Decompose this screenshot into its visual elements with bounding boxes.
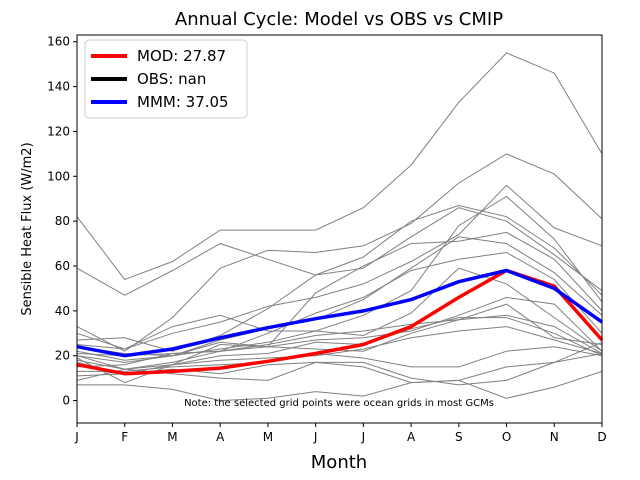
y-tick-label: 20 <box>55 349 70 363</box>
cmip-series-line-4 <box>76 184 603 350</box>
y-tick-label: 120 <box>47 124 70 138</box>
y-tick-label: 100 <box>47 169 70 183</box>
cmip-series-line-19 <box>76 326 603 370</box>
chart-title: Annual Cycle: Model vs OBS vs CMIP <box>175 9 503 30</box>
plot-frame <box>76 34 603 424</box>
cmip-series-line-13 <box>76 317 603 375</box>
legend-label-obs: OBS: nan <box>137 70 206 88</box>
y-tick-label: 0 <box>62 394 70 408</box>
x-tick-label: F <box>121 430 128 444</box>
cmip-series-line-6 <box>76 195 603 350</box>
legend-box <box>84 39 248 119</box>
y-tick-label: 60 <box>55 259 70 273</box>
chart-note: Note: the selected grid points were ocea… <box>184 398 494 409</box>
x-tick-label: S <box>455 430 463 444</box>
cmip-series-line-18 <box>77 370 603 402</box>
x-tick-label: O <box>502 430 511 444</box>
cmip-series-line-3 <box>76 153 603 352</box>
x-tick-label: N <box>550 430 559 444</box>
legend: MOD: 27.87 OBS: nan MMM: 37.05 <box>84 39 248 119</box>
x-tick-label: M <box>263 430 273 444</box>
y-axis-label: Sensible Heat Flux (W/m2) <box>20 142 35 315</box>
cmip-series-line-15 <box>77 346 603 372</box>
cmip-series-line-2 <box>76 207 603 296</box>
y-tick-label: 140 <box>47 80 70 94</box>
cmip-series-line-9 <box>76 251 603 357</box>
legend-label-mmm: MMM: 37.05 <box>137 93 229 111</box>
cmip-series-line-1 <box>76 52 603 281</box>
x-tick-label: A <box>407 430 416 444</box>
y-tick-label: 40 <box>55 304 70 318</box>
cmip-series-line-16 <box>76 341 603 386</box>
legend-label-mod: MOD: 27.87 <box>137 47 226 65</box>
x-tick-label: J <box>74 430 79 444</box>
y-tick-label: 80 <box>55 214 70 228</box>
cmip-series-line-12 <box>76 314 603 370</box>
x-tick-label: A <box>216 430 225 444</box>
x-tick-label: M <box>167 430 177 444</box>
y-tick-label: 160 <box>47 35 70 49</box>
x-axis-label: Month <box>311 452 367 473</box>
x-tick-label: J <box>313 430 318 444</box>
x-tick-label: D <box>597 430 606 444</box>
x-tick-label: J <box>361 430 366 444</box>
mmm-series-line <box>76 268 604 358</box>
